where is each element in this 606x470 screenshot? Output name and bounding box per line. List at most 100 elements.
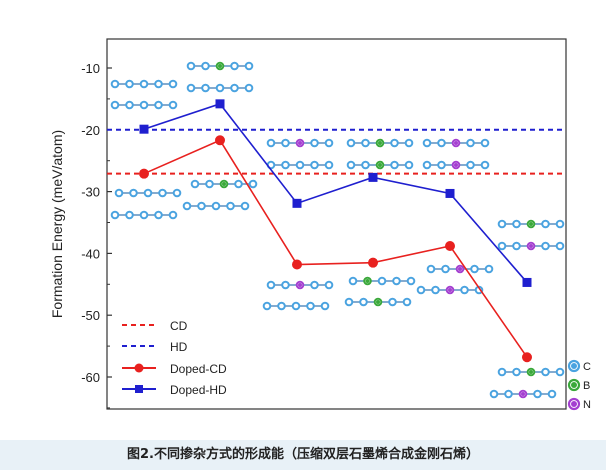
data-point-doped-hd [292, 198, 302, 208]
molecule-atom [139, 210, 149, 220]
legend: CD HD Doped-CD Doped-HD [122, 319, 227, 397]
molecule-atom [201, 61, 210, 71]
molecule-atom [541, 367, 550, 377]
molecule-dopant-atom [529, 370, 533, 374]
molecule-atom [390, 138, 399, 148]
molecule-atom [266, 138, 276, 148]
molecule-atom [466, 160, 475, 170]
molecule-atom [348, 276, 358, 286]
molecule-dopant-atom [298, 141, 302, 145]
molecule-atom [125, 210, 134, 220]
atom-legend-label-n: N [583, 399, 591, 411]
molecule-atom [406, 276, 416, 286]
molecule-atom [154, 79, 163, 89]
molecule-atom [324, 280, 334, 290]
molecule-atom [244, 61, 254, 71]
molecule-atom [295, 160, 305, 170]
data-point-doped-cd [292, 259, 302, 270]
molecule-atom [422, 160, 432, 170]
molecule-atom [470, 264, 479, 274]
molecule-atom [541, 219, 550, 229]
molecule-atom [244, 83, 254, 93]
molecule-atom [114, 188, 124, 198]
molecule-atom [230, 83, 239, 93]
molecule-atom [497, 367, 507, 377]
molecule-atom [281, 138, 290, 148]
molecule-atom [110, 79, 120, 89]
data-point-doped-cd [215, 135, 225, 146]
molecule-atom [324, 138, 334, 148]
molecule-atom [431, 285, 440, 295]
data-point-doped-cd [445, 240, 455, 251]
molecule-dopant-atom [378, 163, 382, 167]
molecule-atom [416, 285, 426, 295]
molecule-atom [390, 160, 399, 170]
molecule-atom [154, 210, 163, 220]
data-point-doped-hd [522, 277, 532, 287]
molecule-atom [201, 83, 210, 93]
molecule-dopant-atom [378, 141, 382, 145]
molecule-atom [182, 201, 192, 211]
series-markers [139, 99, 532, 363]
legend-doped-cd-label: Doped-CD [170, 362, 227, 376]
data-point-doped-cd [522, 352, 532, 363]
molecule-atom [234, 179, 243, 189]
molecule-atom [230, 61, 239, 71]
molecule-atom [172, 188, 182, 198]
molecule-atom [215, 83, 225, 93]
molecule-atom [361, 160, 370, 170]
molecule-dopant-atom [521, 392, 525, 396]
molecule-dopant-atom [298, 283, 302, 287]
legend-doped-cd-marker [134, 363, 144, 373]
molecule-atom [143, 188, 153, 198]
molecule-atom [497, 219, 507, 229]
figure-caption: 图2.不同掺杂方式的形成能（压缩双层石墨烯合成金刚石烯） [127, 447, 479, 462]
molecule-atom [139, 100, 149, 110]
data-point-doped-cd [368, 257, 378, 268]
molecule-atom [205, 179, 214, 189]
molecule-atom [392, 276, 401, 286]
series-line-doped-hd [143, 102, 528, 283]
molecule-atom [437, 160, 446, 170]
molecule-atom [441, 264, 450, 274]
molecule-atom [512, 219, 521, 229]
legend-doped-hd-marker [135, 385, 143, 393]
y-tick-label: -10 [81, 61, 100, 76]
y-tick-label: -50 [81, 308, 100, 323]
molecule-atom [197, 201, 206, 211]
reference-lines [107, 128, 566, 175]
molecule-atom [533, 389, 542, 399]
molecule-atom [158, 188, 167, 198]
y-axis: -10 -20 -30 -40 -50 -60 [81, 61, 112, 409]
molecule-atom [460, 285, 469, 295]
molecule-atom [190, 179, 200, 189]
legend-doped-hd-label: Doped-HD [170, 383, 227, 397]
molecule-atom [555, 367, 565, 377]
molecule-dopant-atom [529, 244, 533, 248]
molecule-atom [404, 160, 414, 170]
atom-legend-fill-n [571, 401, 577, 407]
series-lines [143, 102, 528, 358]
data-point-doped-hd [445, 188, 455, 198]
series-line-doped-cd [143, 139, 528, 358]
atom-legend-fill-c [571, 363, 577, 369]
molecule-atom [186, 83, 196, 93]
molecule-atom [484, 264, 494, 274]
data-point-doped-cd [139, 168, 149, 179]
molecule-atom [344, 297, 354, 307]
y-axis-label: Formation Energy (meV/atom) [49, 130, 65, 318]
formation-energy-chart: -10 -20 -30 -40 -50 -60 Formation Energy (meV… [49, 38, 591, 411]
plot-frame [106, 38, 567, 410]
molecule-atom [154, 100, 163, 110]
molecule-atom [422, 138, 432, 148]
molecule-atom [377, 276, 387, 286]
molecule-dopant-atom [529, 222, 533, 226]
molecule-atom [291, 301, 301, 311]
molecule-atom [359, 297, 368, 307]
molecule-atom [404, 138, 414, 148]
molecule-atom [480, 160, 490, 170]
molecule-atom [555, 219, 565, 229]
molecule-atom [497, 241, 507, 251]
molecule-atom [310, 138, 319, 148]
molecule-atom [277, 301, 286, 311]
